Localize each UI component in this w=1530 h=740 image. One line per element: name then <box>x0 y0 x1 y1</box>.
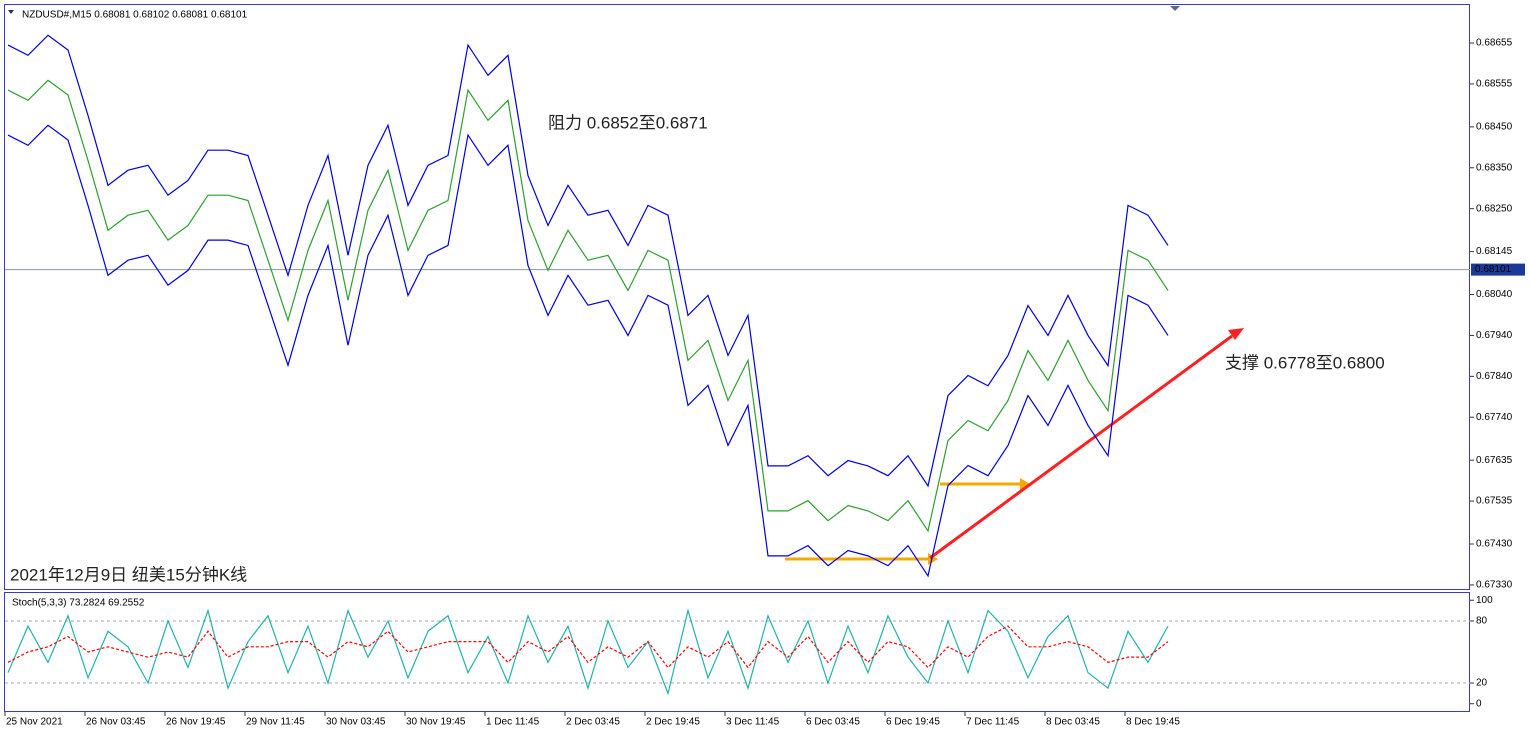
y-tick-label: 0.67635 <box>1476 455 1513 466</box>
x-tick-label: 2 Dec 03:45 <box>566 717 620 728</box>
y-tick-label: 20 <box>1476 678 1488 689</box>
annotation: 支撑 0.6778至0.6800 <box>1225 353 1385 372</box>
y-tick-label: 0.67840 <box>1476 371 1513 382</box>
x-tick-label: 6 Dec 19:45 <box>886 717 940 728</box>
drawings <box>785 328 1244 565</box>
y-tick-label: 0.68145 <box>1476 246 1513 257</box>
x-tick-label: 8 Dec 19:45 <box>1126 717 1180 728</box>
x-tick-label: 6 Dec 03:45 <box>806 717 860 728</box>
price-label: 0.68101 <box>1475 264 1512 275</box>
stoch-title: Stoch(5,3,3) 73.2824 69.2552 <box>12 598 145 609</box>
x-tick-label: 3 Dec 11:45 <box>726 717 780 728</box>
series-line <box>7 608 1169 696</box>
shift-marker <box>1170 6 1180 11</box>
y-tick-label: 80 <box>1476 616 1488 627</box>
y-tick-label: 100 <box>1476 595 1493 606</box>
x-tick-label: 30 Nov 19:45 <box>406 717 466 728</box>
stoch-panel <box>4 592 1470 712</box>
y-tick-label: 0.67430 <box>1476 539 1513 550</box>
annotation: 2021年12月9日 纽美15分钟K线 <box>10 565 247 584</box>
annotation: 阻力 0.6852至0.6871 <box>548 113 708 132</box>
x-tick-label: 30 Nov 03:45 <box>326 717 386 728</box>
x-tick-label: 29 Nov 11:45 <box>246 717 305 728</box>
x-tick-label: 8 Dec 03:45 <box>1046 717 1100 728</box>
y-tick-label: 0 <box>1476 698 1482 709</box>
price-label-bg <box>1471 263 1525 276</box>
y-tick-label: 0.67330 <box>1476 580 1513 591</box>
y-tick-label: 0.67740 <box>1476 412 1513 423</box>
y-tick-label: 0.67535 <box>1476 496 1513 507</box>
series-line <box>7 79 1169 533</box>
menu-icon <box>8 10 14 14</box>
y-tick-label: 0.68350 <box>1476 162 1513 173</box>
series-line <box>7 625 1169 669</box>
y-tick-label: 0.67940 <box>1476 330 1513 341</box>
x-tick-label: 26 Nov 03:45 <box>86 717 146 728</box>
arrow-head <box>1020 478 1030 490</box>
main-panel <box>4 4 1470 590</box>
x-tick-label: 26 Nov 19:45 <box>166 717 226 728</box>
series-line <box>7 34 1169 488</box>
y-tick-label: 0.68655 <box>1476 38 1513 49</box>
x-tick-label: 2 Dec 19:45 <box>646 717 700 728</box>
x-tick-label: 7 Dec 11:45 <box>966 717 1020 728</box>
chart-title: NZDUSD#,M15 0.68081 0.68102 0.68081 0.68… <box>22 10 248 21</box>
y-tick-label: 0.68040 <box>1476 289 1513 300</box>
trend-arrow <box>929 334 1233 560</box>
x-tick-label: 25 Nov 2021 <box>6 717 63 728</box>
series-line <box>7 124 1169 578</box>
arrow-head <box>1228 328 1244 340</box>
y-tick-label: 0.68555 <box>1476 79 1513 90</box>
x-tick-label: 1 Dec 11:45 <box>486 717 540 728</box>
y-tick-label: 0.68250 <box>1476 203 1513 214</box>
y-tick-label: 0.68450 <box>1476 122 1513 133</box>
